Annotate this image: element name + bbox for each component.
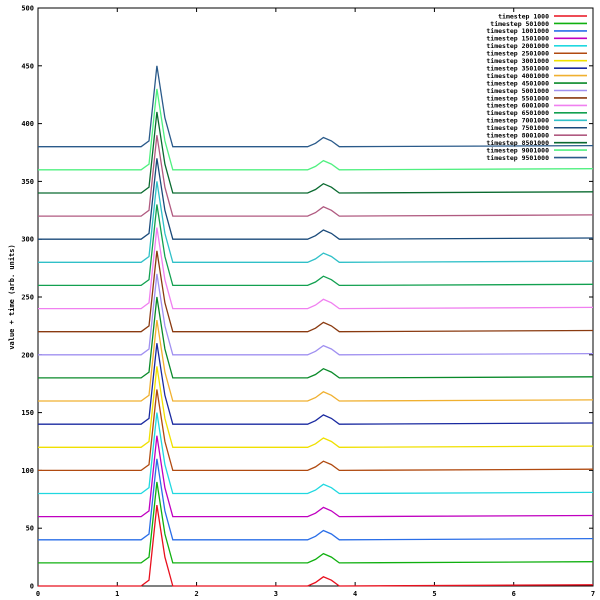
series-line-19	[38, 65, 594, 148]
series-line-11	[38, 250, 594, 333]
legend-label: timestep 1001000	[486, 27, 549, 35]
legend-label: timestep 7001000	[486, 117, 549, 125]
legend-label: timestep 2001000	[486, 42, 549, 50]
x-tick-label: 0	[36, 590, 40, 598]
series-lines	[38, 65, 594, 587]
y-tick-label: 400	[21, 120, 34, 128]
legend-label: timestep 8001000	[486, 132, 549, 140]
series-line-1	[38, 481, 594, 564]
y-tick-label: 200	[21, 351, 34, 359]
legend-label: timestep 8501000	[486, 139, 549, 147]
y-tick-label: 50	[26, 525, 34, 533]
series-line-10	[38, 273, 594, 356]
y-tick-label: 500	[21, 5, 34, 13]
y-axis-title: value + time (arb. units)	[8, 244, 16, 349]
legend-label: timestep 4001000	[486, 72, 549, 80]
series-line-12	[38, 227, 594, 310]
axes: 0 1 2 3 4 5 6 7 0 50 100 150 200 250 300 350 400 450 500 va…	[8, 5, 595, 599]
legend-label: timestep 6001000	[486, 102, 549, 110]
legend-label: timestep 501000	[490, 20, 549, 28]
series-line-6	[38, 366, 594, 448]
series-line-13	[38, 204, 594, 287]
series-line-0	[38, 505, 594, 587]
series-line-4	[38, 412, 594, 495]
series-line-7	[38, 343, 594, 425]
x-tick-label: 4	[353, 590, 357, 598]
y-tick-label: 300	[21, 236, 34, 244]
legend-label: timestep 3501000	[486, 64, 549, 72]
x-tick-label: 2	[194, 590, 198, 598]
y-tick-label: 350	[21, 178, 34, 186]
legend-label: timestep 1501000	[486, 35, 549, 43]
series-line-14	[38, 181, 594, 263]
y-tick-label: 450	[21, 62, 34, 70]
legend-label: timestep 4501000	[486, 79, 549, 87]
series-line-2	[38, 458, 594, 541]
series-line-17	[38, 111, 594, 194]
x-tick-label: 6	[512, 590, 516, 598]
legend-label: timestep 5501000	[486, 94, 549, 102]
legend-label: timestep 2501000	[486, 50, 549, 58]
series-line-5	[38, 389, 594, 472]
x-tick-label: 7	[591, 590, 595, 598]
legend-label: timestep 1000	[498, 12, 549, 20]
y-tick-label: 250	[21, 294, 34, 302]
legend-label: timestep 5001000	[486, 87, 549, 95]
y-tick-label: 0	[30, 583, 34, 591]
legend-label: timestep 3001000	[486, 57, 549, 65]
x-tick-label: 5	[432, 590, 436, 598]
series-line-18	[38, 88, 594, 171]
series-line-3	[38, 435, 594, 518]
x-tick-label: 1	[115, 590, 119, 598]
series-line-9	[38, 296, 594, 379]
legend-label: timestep 9501000	[486, 154, 549, 162]
series-line-16	[38, 135, 594, 217]
y-tick-label: 100	[21, 467, 34, 475]
legend-label: timestep 7501000	[486, 124, 549, 132]
y-tick-label: 150	[21, 409, 34, 417]
series-line-15	[38, 158, 594, 240]
legend-label: timestep 9001000	[486, 146, 549, 154]
x-tick-label: 3	[274, 590, 278, 598]
legend-label: timestep 6501000	[486, 109, 549, 117]
series-line-8	[38, 320, 594, 402]
